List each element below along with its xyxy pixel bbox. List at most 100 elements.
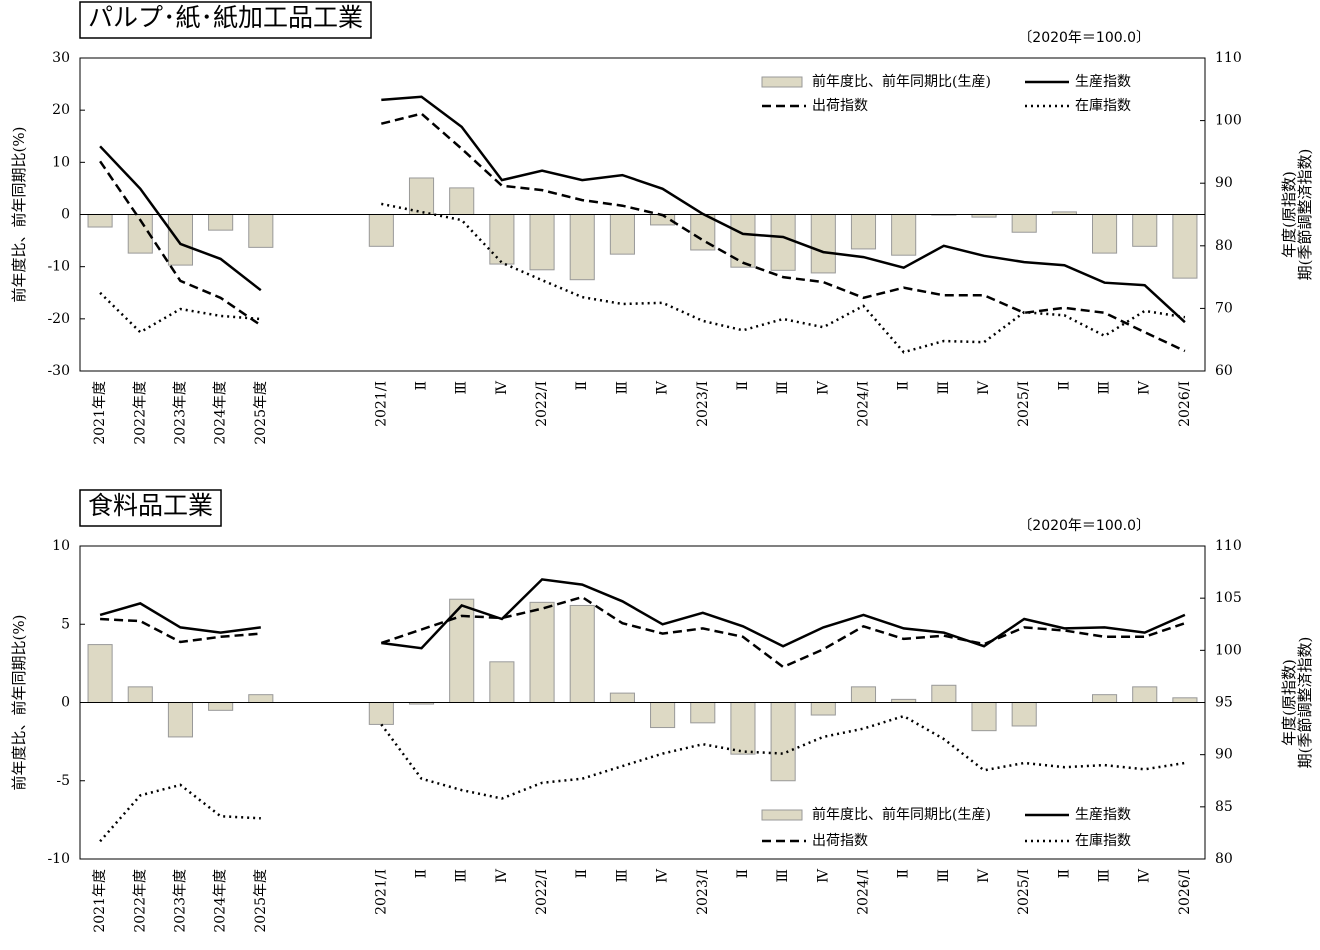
x-tick-label: Ⅲ [1097,381,1113,395]
bar [167,702,193,738]
x-tick-label: 2024/Ⅰ [855,869,871,915]
x-tick-label: Ⅲ [775,869,791,883]
y2-axis-label: 年度(原指数) [1280,659,1298,746]
x-tick-label: Ⅲ [614,381,630,395]
bar [248,214,274,248]
x-tick-label: Ⅲ [614,869,630,883]
bar [1011,214,1037,233]
bar [127,686,153,703]
x-tick-label: Ⅳ [494,380,510,395]
bar [208,702,234,711]
x-tick-label: Ⅱ [574,869,590,879]
bar [891,214,917,256]
y-tick-label: 5 [61,616,70,632]
legend-swatch [761,76,803,88]
x-tick-label: 2022/Ⅰ [534,869,550,915]
y-tick-label: -10 [47,259,70,275]
x-tick-label: 2022年度 [132,381,148,445]
bar [529,601,555,704]
bar [1132,214,1158,247]
bar [489,661,515,703]
bar [167,214,193,266]
y2-tick-label: 110 [1215,538,1242,554]
y2-tick-label: 70 [1215,300,1233,316]
panel: 食料品工業〔2020年＝100.0〕 -10 -5 0 5 10 80 85 90 95 100 10… [10,489,1314,933]
x-tick-label: Ⅲ [1097,869,1113,883]
bar [931,684,957,703]
y2-tick-label: 90 [1215,175,1233,191]
bar [368,702,394,725]
line [100,595,1186,669]
y2-tick-label: 85 [1215,799,1233,815]
bar [810,702,836,716]
bar [529,214,555,271]
bar [609,692,635,703]
x-tick-label: Ⅲ [775,381,791,395]
x-tick-label: 2021/Ⅰ [373,869,389,915]
chart-title: 食料品工業 [88,491,213,520]
bar [1092,694,1118,703]
y-tick-label: 0 [61,695,70,711]
legend-label: 生産指数 [1075,74,1131,90]
x-tick-label: 2026/Ⅰ [1177,381,1193,427]
bar [770,702,796,782]
bar [850,686,877,703]
y-tick-label: 10 [52,154,70,170]
bar [1011,702,1037,727]
y2-tick-label: 90 [1215,747,1233,763]
bar [248,694,274,703]
y-tick-label: 10 [52,538,70,554]
x-tick-label: 2023年度 [172,381,188,445]
note: 〔2020年＝100.0〕 [1018,518,1150,534]
bar [850,214,877,250]
legend-swatch [761,809,803,821]
y2-tick-label: 100 [1215,113,1242,129]
y2-tick-label: 110 [1215,50,1242,66]
x-tick-label: 2022/Ⅰ [534,381,550,427]
line [99,714,1186,843]
x-tick-label: Ⅱ [1056,381,1072,391]
line [99,95,1186,324]
x-tick-label: Ⅱ [574,381,590,391]
bar [489,214,515,265]
x-tick-label: 2023/Ⅰ [695,869,711,915]
bar [770,214,796,271]
legend-label: 在庫指数 [1075,97,1131,114]
x-tick-label: 2023年度 [172,869,188,933]
legend-label: 出荷指数 [812,833,868,849]
bar [690,702,716,724]
y-tick-label: -30 [47,363,70,379]
x-tick-label: 2021年度 [92,381,108,445]
x-tick-label: Ⅱ [735,869,751,879]
note: 〔2020年＝100.0〕 [1018,30,1150,46]
line [99,202,1186,354]
x-tick-label: Ⅱ [414,381,430,391]
y-axis-label: 前年度比、前年同期比(%) [10,615,28,791]
line [99,112,1186,353]
x-tick-label: Ⅲ [454,381,470,395]
bar [208,214,234,231]
bar [87,644,113,703]
x-tick-label: Ⅲ [936,869,952,883]
x-tick-label: 2022年度 [132,869,148,933]
x-tick-label: Ⅳ [815,380,831,395]
x-tick-label: Ⅳ [1137,380,1153,395]
bar [569,604,595,703]
bar [609,214,635,255]
y2-tick-label: 105 [1215,590,1242,606]
legend-label: 出荷指数 [812,98,868,114]
chart-title: パルプ･紙･紙加工品工業 [88,3,363,32]
bar [368,214,394,247]
legend-label: 前年度比、前年同期比(生産) [812,73,991,90]
y-tick-label: -10 [47,851,70,867]
x-tick-label: 2021/Ⅰ [373,381,389,427]
x-tick-label: Ⅲ [454,869,470,883]
y2-axis-label: 期(季節調整済指数) [1296,637,1314,769]
x-tick-label: Ⅳ [655,380,671,395]
bar [408,177,435,216]
x-tick-label: 2024/Ⅰ [855,381,871,427]
bar [569,214,595,281]
x-tick-label: 2021年度 [92,869,108,933]
x-tick-label: Ⅳ [1137,868,1153,883]
